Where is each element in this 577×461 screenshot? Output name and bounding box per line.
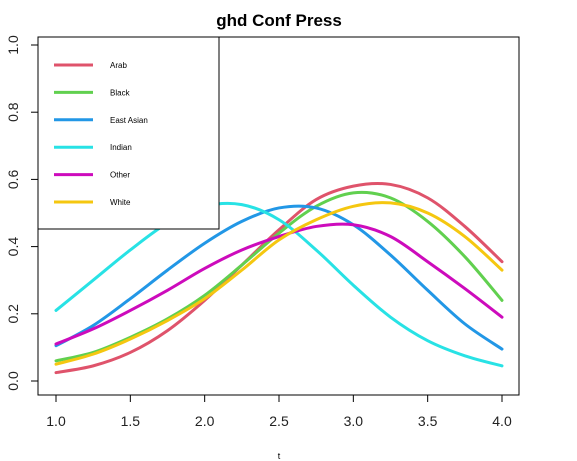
y-tick-label: 0.0 bbox=[5, 371, 21, 391]
legend-label: Black bbox=[110, 88, 131, 97]
series-lines bbox=[54, 181, 504, 375]
legend-box bbox=[37, 36, 220, 230]
x-tick-label: 1.0 bbox=[46, 413, 66, 429]
y-tick-label: 0.4 bbox=[5, 237, 21, 257]
series-line-white bbox=[54, 201, 504, 366]
legend-label: Other bbox=[110, 171, 130, 180]
chart-title: ghd Conf Press bbox=[216, 11, 342, 30]
series-line-east-asian bbox=[54, 204, 504, 351]
legend: Arab Black East Asian Indian Other White bbox=[37, 36, 220, 230]
x-tick-label: 3.0 bbox=[344, 413, 364, 429]
legend-label: White bbox=[110, 198, 131, 207]
series-line-other bbox=[54, 222, 504, 346]
x-tick-label: 3.5 bbox=[418, 413, 438, 429]
series-line-arab bbox=[54, 181, 504, 375]
y-tick-label: 0.2 bbox=[5, 304, 21, 324]
x-tick-label: 1.5 bbox=[121, 413, 141, 429]
x-tick-label: 4.0 bbox=[492, 413, 512, 429]
x-axis: 1.0 1.5 2.0 2.5 3.0 3.5 4.0 bbox=[46, 394, 512, 429]
legend-label: Arab bbox=[110, 61, 127, 70]
x-tick-label: 2.5 bbox=[269, 413, 289, 429]
x-axis-label: t bbox=[278, 451, 281, 461]
series-line-indian bbox=[54, 201, 504, 368]
series-line-black bbox=[54, 190, 504, 363]
y-tick-label: 0.6 bbox=[5, 169, 21, 189]
x-tick-label: 2.0 bbox=[195, 413, 215, 429]
y-tick-label: 1.0 bbox=[5, 35, 21, 55]
legend-label: East Asian bbox=[110, 116, 148, 125]
y-tick-label: 0.8 bbox=[5, 102, 21, 122]
y-axis: 0.0 0.2 0.4 0.6 0.8 1.0 bbox=[5, 35, 39, 391]
legend-label: Indian bbox=[110, 143, 132, 152]
